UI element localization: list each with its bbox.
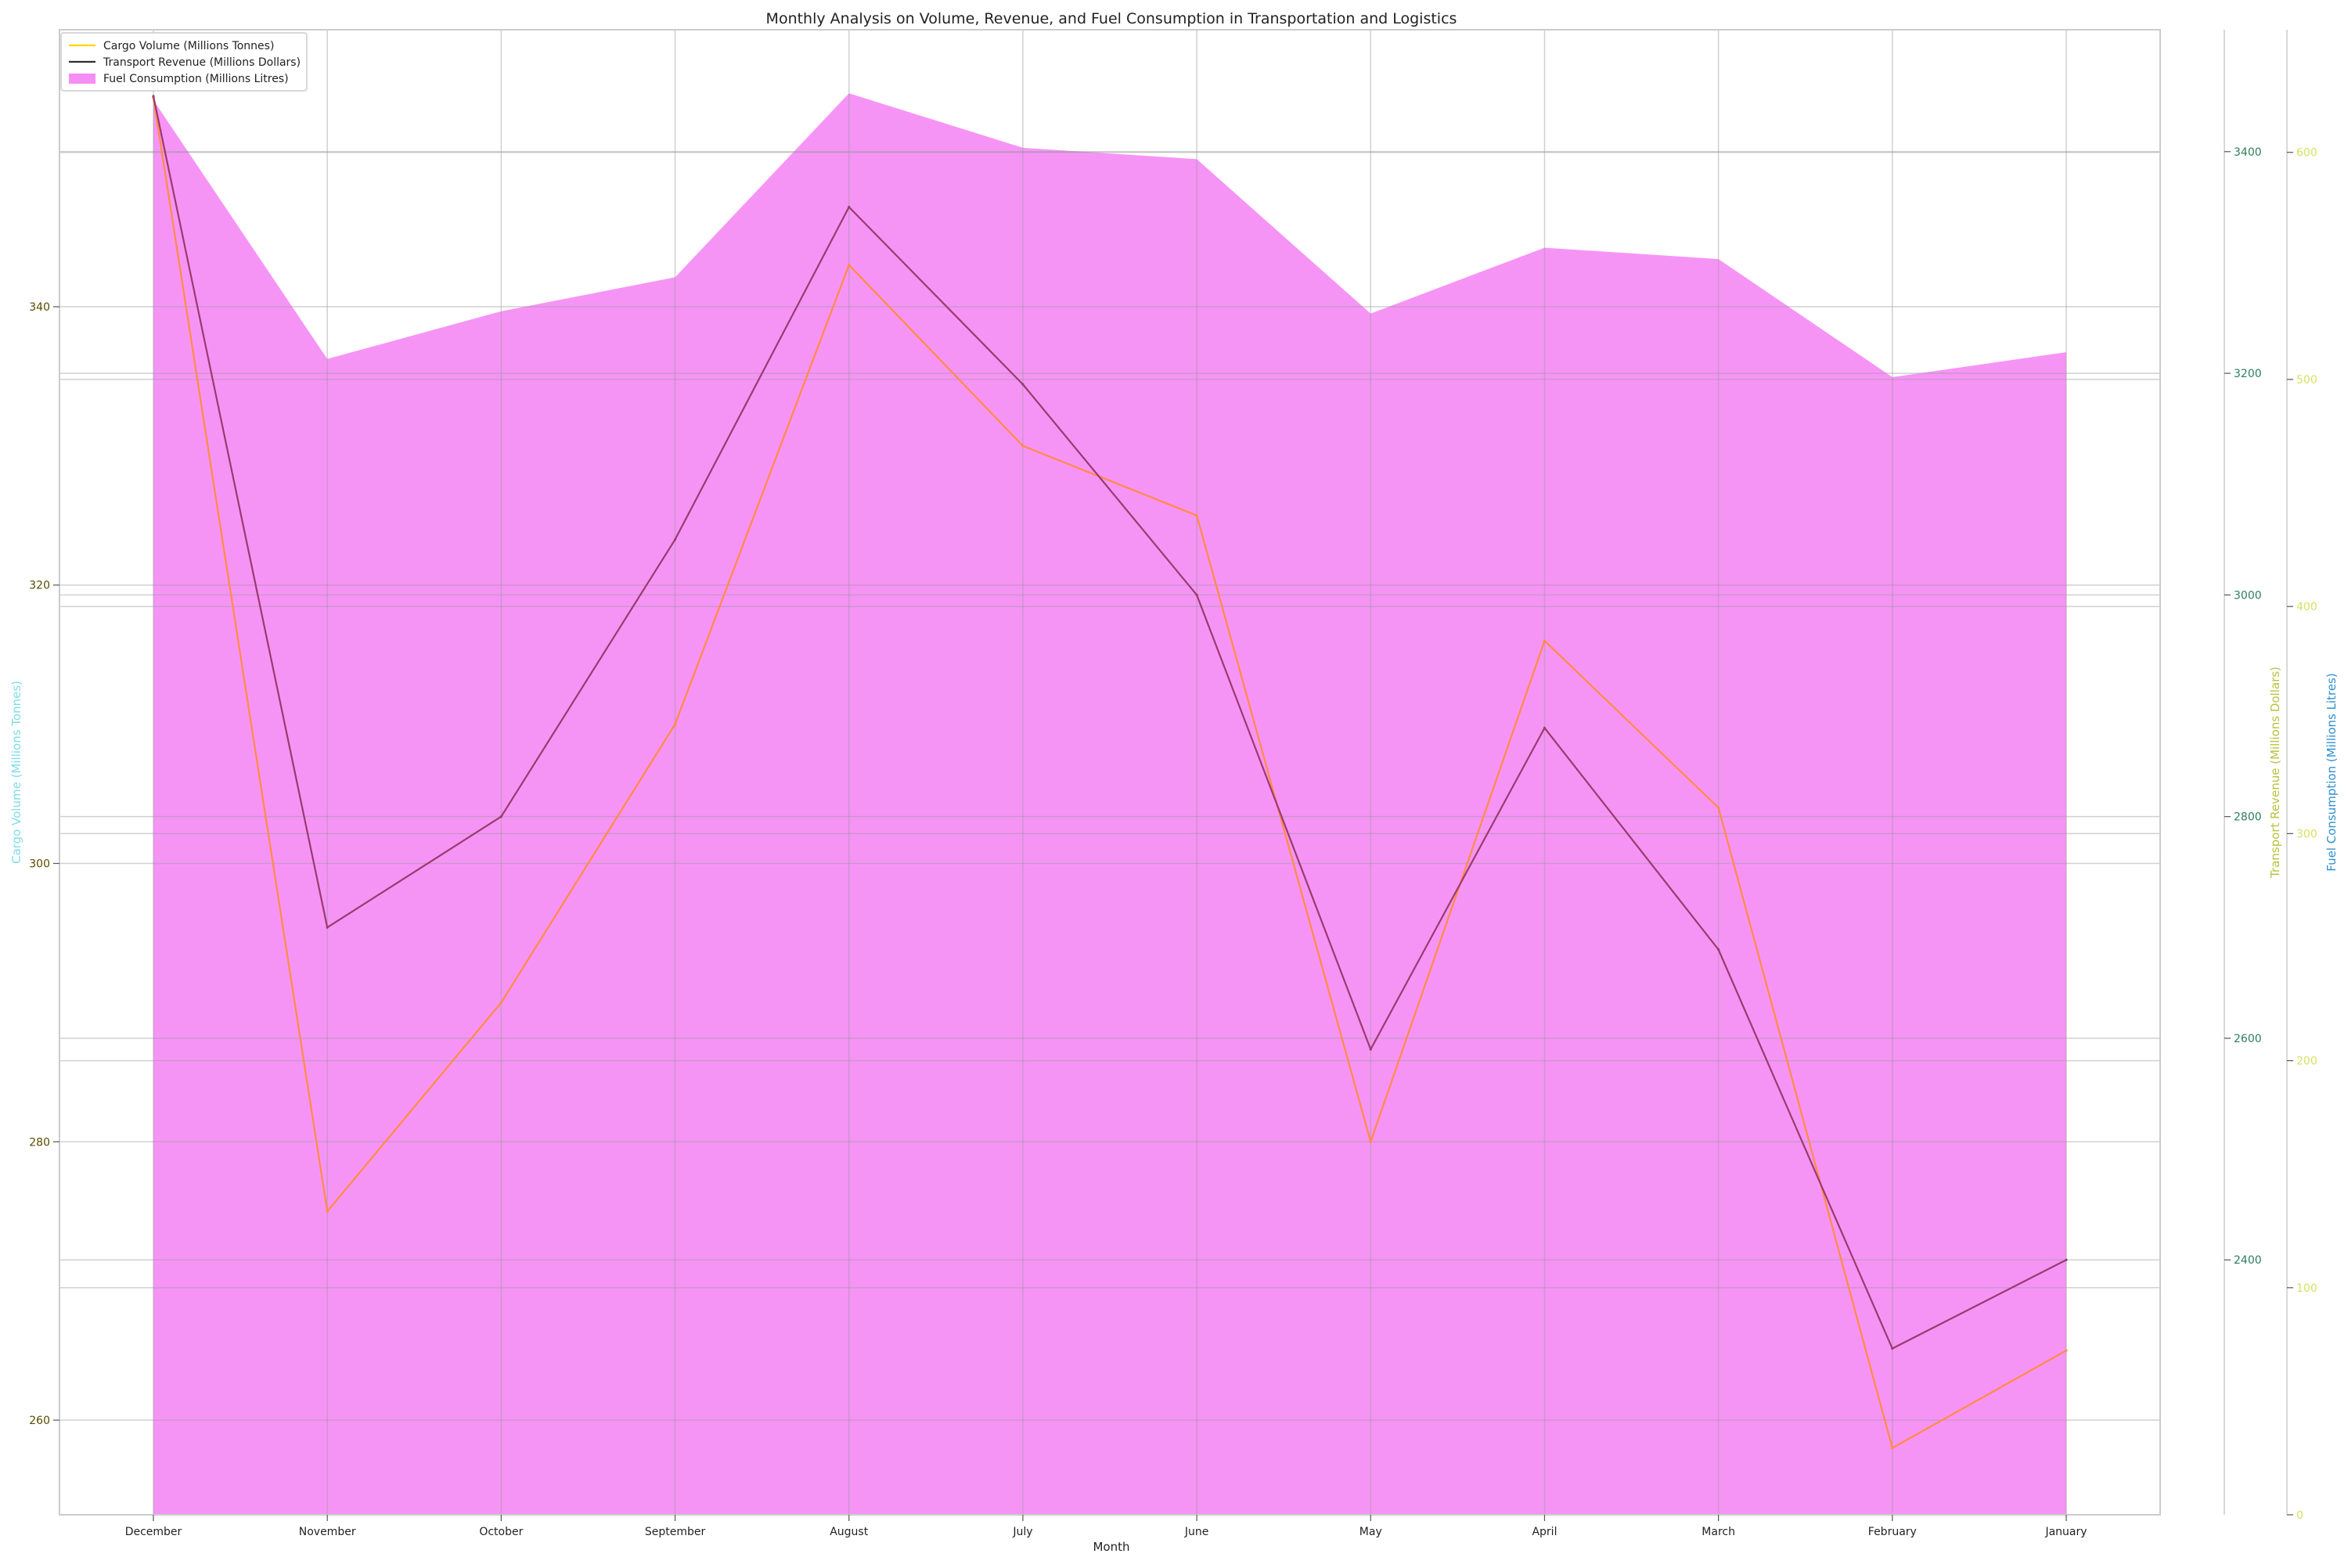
point-transport-revenue-millions-dollars — [1370, 1048, 1372, 1051]
y-axis-revenue-label: Transport Revenue (Millions Dollars) — [2268, 667, 2282, 879]
point-transport-revenue-millions-dollars — [1891, 1347, 1893, 1350]
y-revenue-tick-label: 3400 — [2234, 146, 2262, 159]
point-cargo-volume-millions-tonnes — [2065, 1349, 2067, 1351]
y-fuel-tick-label: 0 — [2296, 1509, 2303, 1522]
point-cargo-volume-millions-tonnes — [1021, 444, 1024, 447]
point-cargo-volume-millions-tonnes — [326, 1210, 329, 1213]
x-tick-label: July — [1012, 1526, 1032, 1538]
y-left-tick-label: 320 — [29, 580, 50, 592]
legend-label: Fuel Consumption (Millions Litres) — [103, 73, 289, 85]
x-tick-label: April — [1532, 1526, 1557, 1538]
y-fuel-tick-label: 600 — [2296, 147, 2317, 160]
y-fuel-tick-label: 300 — [2296, 828, 2317, 840]
y-fuel-tick-label: 100 — [2296, 1282, 2317, 1295]
point-transport-revenue-millions-dollars — [2065, 1259, 2067, 1261]
point-cargo-volume-millions-tonnes — [1891, 1447, 1893, 1449]
chart-title: Monthly Analysis on Volume, Revenue, and… — [766, 10, 1457, 27]
point-transport-revenue-millions-dollars — [152, 95, 154, 97]
x-tick-label: August — [830, 1526, 869, 1538]
point-cargo-volume-millions-tonnes — [674, 723, 676, 725]
y-revenue-tick-label: 3000 — [2234, 589, 2262, 602]
point-transport-revenue-millions-dollars — [326, 926, 329, 929]
x-tick-label: December — [125, 1526, 182, 1538]
legend-label: Cargo Volume (Millions Tonnes) — [103, 40, 274, 52]
x-tick-label: May — [1359, 1526, 1382, 1538]
point-transport-revenue-millions-dollars — [1543, 727, 1546, 729]
y-revenue-tick-label: 2600 — [2234, 1033, 2262, 1045]
legend: Cargo Volume (Millions Tonnes) Transport … — [61, 33, 307, 91]
point-transport-revenue-millions-dollars — [1717, 948, 1720, 951]
point-transport-revenue-millions-dollars — [848, 206, 850, 208]
point-cargo-volume-millions-tonnes — [1717, 807, 1720, 809]
point-cargo-volume-millions-tonnes — [1543, 639, 1546, 642]
x-tick-label: February — [1868, 1526, 1917, 1538]
y-axis-left-label: Cargo Volume (Millions Tonnes) — [9, 681, 23, 864]
y-left-tick-label: 280 — [29, 1136, 50, 1149]
legend-label: Transport Revenue (Millions Dollars) — [103, 56, 301, 69]
y-fuel-tick-label: 500 — [2296, 374, 2317, 387]
y-fuel-tick-label: 200 — [2296, 1056, 2317, 1068]
y-left-tick-label: 340 — [29, 301, 50, 314]
y-revenue-tick-label: 2400 — [2234, 1254, 2262, 1267]
x-tick-label: January — [2044, 1526, 2087, 1538]
y-fuel-tick-label: 400 — [2296, 601, 2317, 613]
point-transport-revenue-millions-dollars — [1195, 594, 1197, 596]
y-left-tick-label: 260 — [29, 1415, 50, 1427]
point-transport-revenue-millions-dollars — [500, 815, 502, 818]
point-cargo-volume-millions-tonnes — [500, 1002, 502, 1004]
legend-swatch — [69, 74, 95, 84]
x-tick-label: September — [645, 1526, 706, 1538]
y-revenue-tick-label: 2800 — [2234, 811, 2262, 824]
x-tick-label: June — [1184, 1526, 1209, 1538]
point-cargo-volume-millions-tonnes — [1370, 1141, 1372, 1143]
point-cargo-volume-millions-tonnes — [1195, 514, 1197, 516]
point-transport-revenue-millions-dollars — [674, 538, 676, 541]
x-tick-label: March — [1702, 1526, 1735, 1538]
x-axis-label: Month — [1093, 1540, 1129, 1554]
x-tick-label: October — [479, 1526, 523, 1538]
point-transport-revenue-millions-dollars — [1021, 383, 1024, 386]
x-tick-label: November — [299, 1526, 356, 1538]
point-cargo-volume-millions-tonnes — [848, 264, 850, 266]
y-axis-fuel-label: Fuel Consumption (Millions Litres) — [2325, 673, 2339, 871]
y-revenue-tick-label: 3200 — [2234, 368, 2262, 380]
y-left-tick-label: 300 — [29, 858, 50, 871]
